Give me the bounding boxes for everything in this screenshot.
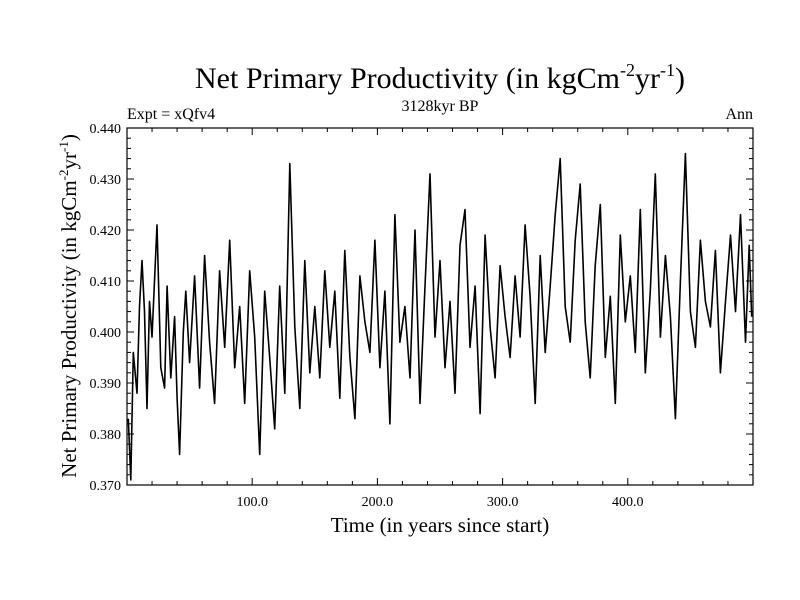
series-layer (127, 152, 753, 481)
x-tick-label: 100.0 (236, 495, 268, 510)
y-ticks: 0.370 0.380 0.390 0.400 0.410 0.420 0.430 0.440 (90, 122, 753, 494)
y-tick-label: 0.380 (90, 428, 122, 443)
y-tick-label: 0.370 (90, 479, 122, 494)
y-tick-label: 0.390 (90, 377, 122, 392)
chart-title: Net Primary Productivity (in kgCm-2yr-1) (195, 60, 685, 95)
y-tick-label: 0.440 (90, 122, 122, 137)
y-axis-label-main: Net Primary Productivity (in kgCm (57, 180, 81, 477)
subtitle-right: Ann (725, 106, 753, 123)
series-line (127, 152, 753, 481)
y-tick-label: 0.400 (90, 326, 122, 341)
chart-title-end: ) (675, 62, 685, 95)
x-tick-label: 200.0 (362, 495, 394, 510)
y-axis-label-sup1: -2 (56, 170, 71, 181)
y-tick-label: 0.430 (90, 173, 122, 188)
x-tick-label: 400.0 (612, 495, 644, 510)
y-tick-label: 0.410 (90, 275, 122, 290)
subtitle-center: 3128kyr BP (402, 98, 479, 115)
x-tick-label: 300.0 (487, 495, 519, 510)
chart-title-main: Net Primary Productivity (in kgCm (195, 62, 620, 95)
y-axis-label: Net Primary Productivity (in kgCm-2yr-1) (56, 134, 81, 478)
y-axis-label-end: ) (57, 134, 81, 141)
chart-title-mid: yr (635, 62, 660, 95)
y-tick-label: 0.420 (90, 224, 122, 239)
chart-title-sup2: -1 (660, 60, 675, 80)
x-axis-label: Time (in years since start) (331, 513, 550, 537)
subtitle-left: Expt = xQfv4 (127, 106, 215, 123)
y-axis-label-mid: yr (57, 152, 81, 170)
chart-title-sup1: -2 (620, 60, 635, 80)
plot-frame (126, 127, 754, 486)
x-ticks: 100.0 200.0 300.0 400.0 (151, 128, 729, 510)
y-axis-label-sup2: -1 (56, 141, 71, 152)
